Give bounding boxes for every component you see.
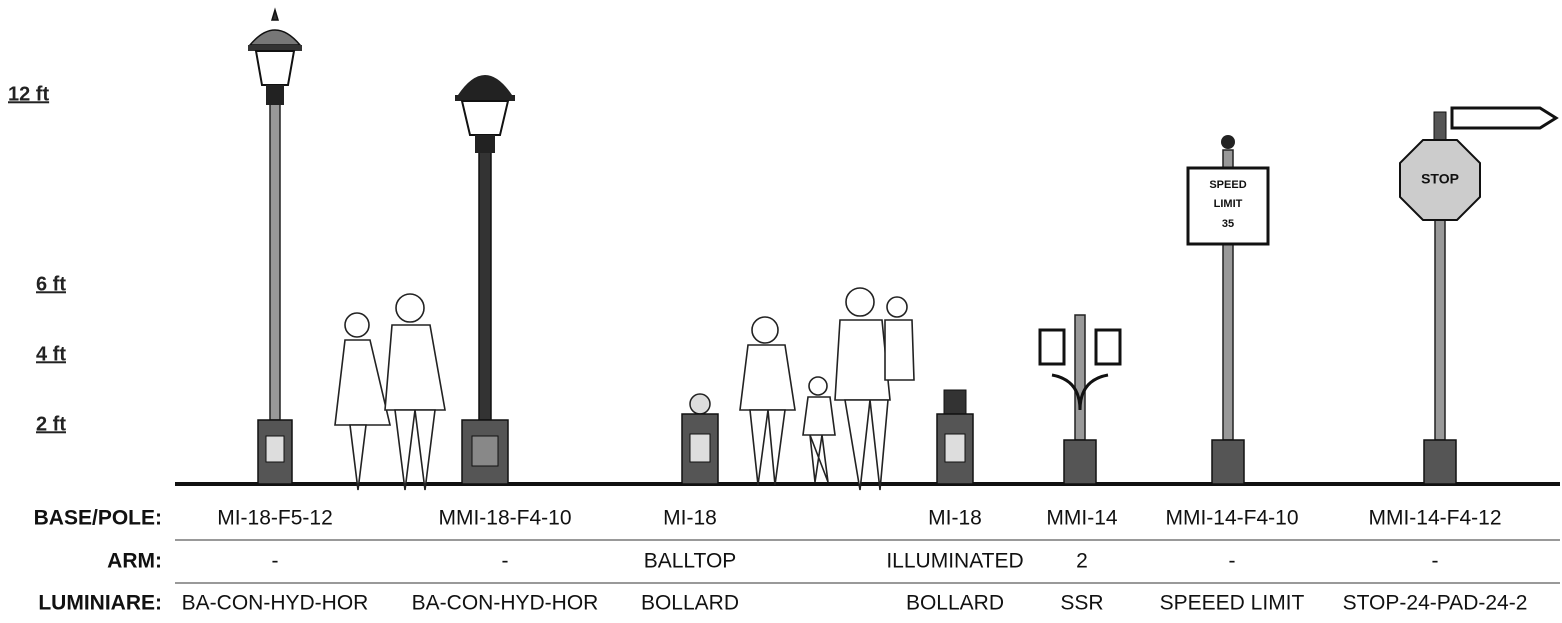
- cell: -: [502, 550, 509, 573]
- twin-lamp: [1038, 314, 1122, 485]
- cell: MI-18: [663, 507, 717, 530]
- sign-text: LIMIT: [1214, 198, 1243, 210]
- stop-sign: STOP: [1399, 106, 1559, 485]
- row-label: ARM:: [107, 550, 162, 573]
- scale-label: 4 ft: [36, 343, 66, 365]
- cell: MI-18: [928, 507, 982, 530]
- cell: MMI-18-F4-10: [438, 507, 571, 530]
- cell: BALLTOP: [644, 550, 737, 573]
- sign-text: SPEED: [1209, 179, 1246, 191]
- bollard: [936, 389, 974, 485]
- scale-label: 2 ft: [36, 413, 66, 435]
- sign-text: STOP: [1421, 171, 1459, 187]
- scale: 12 ft 6 ft 4 ft 2 ft: [8, 83, 66, 435]
- scale-label: 6 ft: [36, 273, 66, 295]
- sign-text: 35: [1222, 218, 1234, 230]
- row-label: BASE/POLE:: [34, 507, 162, 530]
- cell: BA-CON-HYD-HOR: [182, 592, 369, 615]
- cell: -: [1432, 550, 1439, 573]
- lamp-post: [455, 75, 515, 485]
- cell: MMI-14: [1046, 507, 1117, 530]
- cell: BA-CON-HYD-HOR: [412, 592, 599, 615]
- spec-table: BASE/POLE: MI-18-F5-12 MMI-18-F4-10 MI-18 MI…: [34, 507, 1528, 615]
- cell: -: [272, 550, 279, 573]
- cell: SPEEED LIMIT: [1160, 592, 1305, 615]
- speed-sign: SPEED LIMIT 35: [1186, 135, 1270, 485]
- cell: ILLUMINATED: [886, 550, 1023, 573]
- cell: STOP-24-PAD-24-2: [1343, 592, 1528, 615]
- cell: SSR: [1060, 592, 1103, 615]
- cell: MMI-14-F4-12: [1368, 507, 1501, 530]
- cell: BOLLARD: [906, 592, 1004, 615]
- row-label: LUMINIARE:: [38, 592, 162, 615]
- cell: MMI-14-F4-10: [1165, 507, 1298, 530]
- cell: -: [1229, 550, 1236, 573]
- people: [334, 287, 915, 491]
- cell: MI-18-F5-12: [217, 507, 333, 530]
- bollard: [681, 393, 719, 485]
- cell: 2: [1076, 550, 1088, 573]
- scale-label: 12 ft: [8, 83, 49, 105]
- cell: BOLLARD: [641, 592, 739, 615]
- lamp-post: [248, 7, 302, 485]
